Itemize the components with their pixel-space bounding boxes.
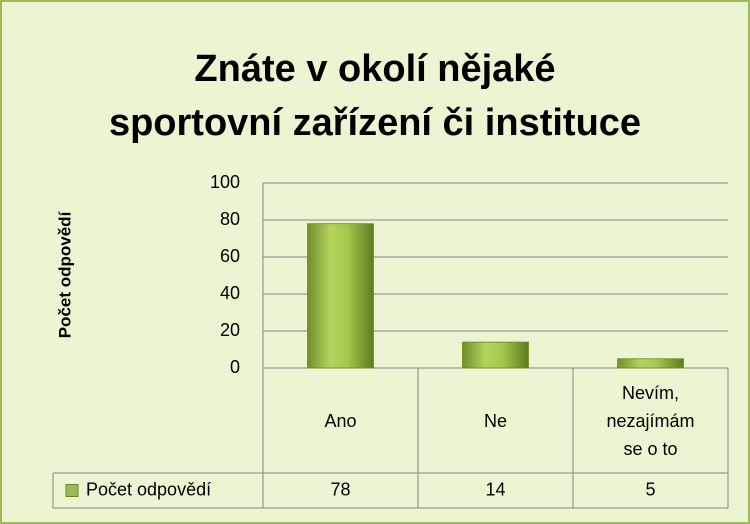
y-axis-label: Počet odpovědí [55, 210, 74, 338]
chart-title: Znáte v okolí nějaké sportovní zařízení … [108, 48, 642, 144]
y-tick-label: 40 [220, 283, 240, 303]
y-tick-label: 20 [220, 320, 240, 340]
y-tick-label: 80 [220, 209, 240, 229]
table-value: 14 [485, 479, 505, 499]
legend-swatch [65, 484, 79, 497]
x-tick-label-text: Ano [324, 410, 357, 431]
y-tick-label: 100 [210, 172, 240, 192]
x-tick-label: Ano [263, 368, 418, 473]
y-tick-label: 60 [220, 246, 240, 266]
table-value: 78 [330, 479, 350, 499]
y-tick-label: 0 [230, 357, 240, 377]
bar [307, 223, 374, 369]
x-tick-label: Ne [418, 368, 573, 473]
bar [462, 341, 529, 369]
x-tick-label-text: Ne [483, 410, 507, 431]
table-value: 5 [645, 479, 655, 499]
bar [617, 358, 684, 369]
legend-label: Počet odpovědí [86, 479, 211, 499]
x-tick-label: Nevím, nezajímám se o to [573, 368, 728, 473]
x-tick-label-text: Nevím, nezajímám se o to [606, 382, 695, 459]
